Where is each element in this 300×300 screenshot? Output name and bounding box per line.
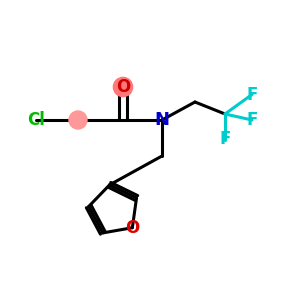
Text: O: O: [125, 219, 140, 237]
Text: Cl: Cl: [27, 111, 45, 129]
Text: F: F: [219, 130, 231, 148]
Text: N: N: [154, 111, 169, 129]
Text: F: F: [246, 111, 258, 129]
Circle shape: [113, 77, 133, 97]
Text: O: O: [116, 78, 130, 96]
Circle shape: [69, 111, 87, 129]
Text: F: F: [246, 85, 258, 103]
